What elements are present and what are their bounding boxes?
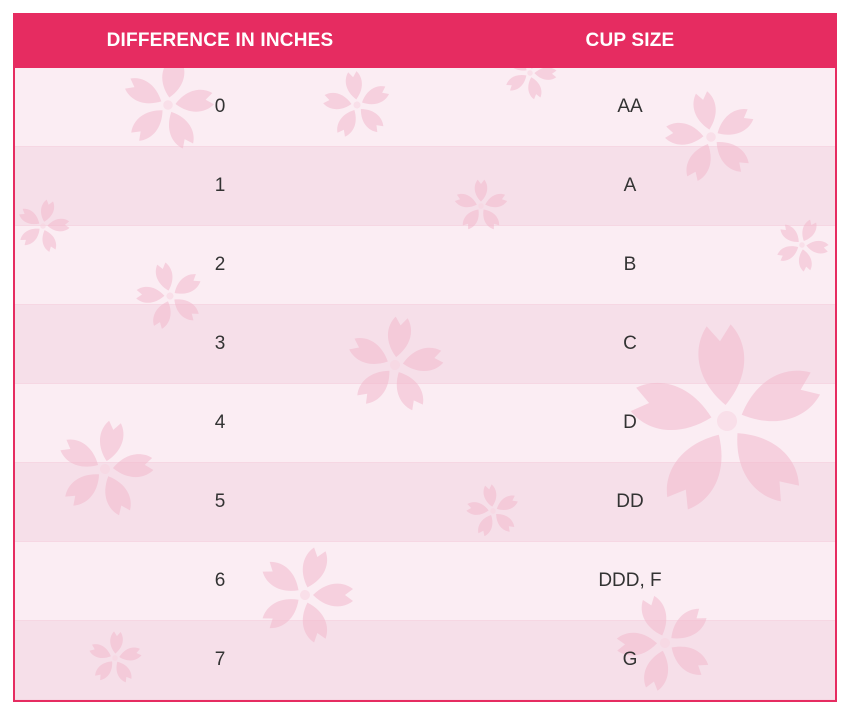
table-body: 0 AA 1 A 2 B 3 C 4 D 5 DD 6 DDD, F 7 G: [15, 68, 835, 700]
cup-size-cell: DD: [616, 491, 644, 512]
cup-size-table: DIFFERENCE IN INCHES CUP SIZE 0 AA 1 A 2…: [13, 13, 837, 702]
column-header-cup-size: CUP SIZE: [585, 29, 675, 51]
difference-cell: 2: [214, 254, 226, 275]
difference-cell: 4: [214, 412, 226, 433]
table-header: DIFFERENCE IN INCHES CUP SIZE: [15, 13, 835, 68]
table-row: 1 A: [15, 147, 835, 226]
table-row: 3 C: [15, 305, 835, 384]
cup-size-cell: DDD, F: [598, 570, 662, 591]
table-row: 7 G: [15, 621, 835, 700]
difference-cell: 1: [214, 175, 226, 196]
cup-size-cell: C: [623, 333, 637, 354]
difference-cell: 0: [214, 96, 226, 117]
difference-cell: 6: [214, 570, 226, 591]
cup-size-cell: G: [622, 649, 638, 670]
cup-size-cell: D: [623, 412, 637, 433]
cup-size-cell: A: [623, 175, 637, 196]
difference-cell: 3: [214, 333, 226, 354]
table-row: 2 B: [15, 226, 835, 305]
cup-size-cell: B: [623, 254, 637, 275]
column-header-difference: DIFFERENCE IN INCHES: [106, 29, 334, 51]
difference-cell: 7: [214, 649, 226, 670]
difference-cell: 5: [214, 491, 226, 512]
table-row: 5 DD: [15, 463, 835, 542]
table-row: 6 DDD, F: [15, 542, 835, 621]
cup-size-cell: AA: [617, 96, 643, 117]
table-row: 0 AA: [15, 68, 835, 147]
table-row: 4 D: [15, 384, 835, 463]
